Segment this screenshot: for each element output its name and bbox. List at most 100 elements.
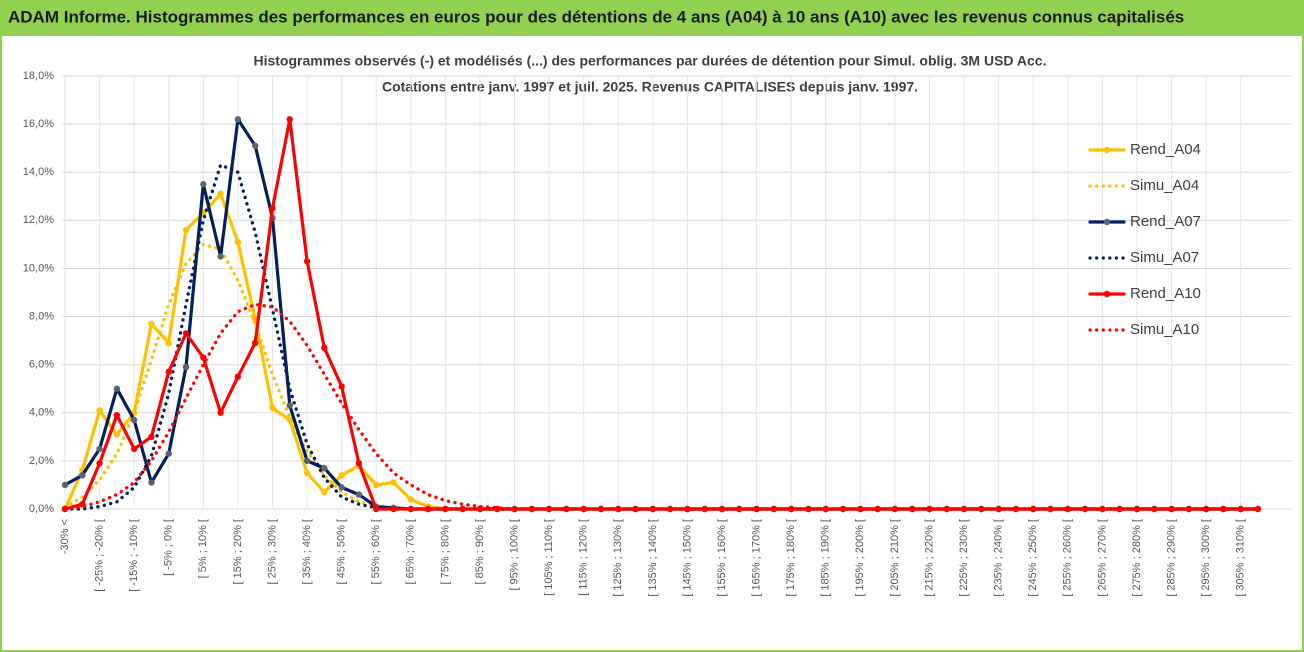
x-tick-label: [ 185% ; 190% [ (820, 519, 832, 597)
series-marker (96, 445, 103, 453)
series-marker (321, 464, 328, 472)
series-marker (390, 505, 397, 513)
x-tick-label: [ 25% ; 30% [ (266, 519, 278, 584)
series-marker (303, 457, 311, 465)
series-marker (580, 505, 587, 513)
x-tick-label: [ 235% ; 240% [ (993, 519, 1005, 597)
series-marker (130, 445, 138, 453)
x-tick-label: [ 15% ; 20% [ (232, 519, 244, 584)
series-marker (407, 496, 414, 503)
x-tick-label: [ 55% ; 60% [ (370, 519, 382, 584)
series-marker (303, 258, 311, 265)
legend-label: Simu_A04 (1130, 177, 1199, 194)
legend: Rend_A04 Simu_A04 Rend_A07 Simu_A07 Rend_A10… (1088, 141, 1201, 338)
series-marker (182, 226, 190, 234)
x-tick-label: [ 155% ; 160% [ (716, 519, 728, 597)
y-tick-label: 18,0% (23, 70, 54, 82)
x-tick-label: [ 275% ; 280% [ (1131, 519, 1143, 597)
series-marker (442, 505, 449, 513)
series-marker (182, 330, 190, 337)
series-marker (1254, 505, 1262, 513)
series-marker (269, 205, 276, 212)
series-marker (632, 505, 639, 513)
y-tick-label: 6,0% (29, 359, 54, 371)
series-marker (61, 481, 69, 489)
series-marker (286, 402, 293, 409)
chart-title: Histogrammes observés (-) et modélisés (… (253, 53, 1046, 69)
x-tick-label: [ 5% ; 10% [ (197, 519, 209, 578)
frame (0, 34, 1304, 652)
series-marker (1133, 505, 1141, 513)
series-marker (148, 433, 155, 441)
x-tick-label: [ 215% ; 220% [ (923, 519, 935, 597)
legend-label: Rend_A04 (1130, 141, 1201, 158)
series-marker (234, 373, 242, 380)
header-title: ADAM Informe. Histogrammes des performan… (8, 7, 1184, 26)
x-tick-label: [ 245% ; 250% [ (1027, 519, 1039, 597)
series-marker (857, 505, 864, 513)
series-marker (995, 505, 1002, 513)
series-marker (805, 505, 812, 513)
series-marker (338, 383, 345, 390)
series-marker (459, 505, 466, 513)
x-tick-label: -30% < (59, 519, 71, 554)
series-marker (355, 460, 363, 467)
x-tick-label: [ 175% ; 180% [ (785, 519, 797, 597)
x-tick-label: [ 95% ; 100% [ (508, 519, 520, 591)
series-marker (1168, 505, 1175, 513)
x-tick-label: [ 145% ; 150% [ (681, 519, 693, 597)
series-marker (217, 253, 224, 260)
series-line (63, 302, 1260, 511)
x-tick-label: [ 205% ; 210% [ (889, 519, 901, 597)
series-marker (165, 450, 172, 457)
series-marker (217, 409, 224, 416)
legend-marker (1103, 218, 1111, 226)
series-marker (113, 385, 121, 392)
series-marker (407, 505, 414, 513)
y-tick-label: 16,0% (23, 118, 54, 130)
legend-marker (1103, 146, 1111, 154)
grid: 0,0% 2,0% 4,0% 6,0% 8,0% 10,0% 12,0% 14,0% 16,0%… (23, 70, 1292, 597)
series-marker (390, 479, 397, 486)
x-tick-label: [ -15% ; -10% [ (128, 519, 140, 592)
x-tick-label: [ 295% ; 300% [ (1200, 519, 1212, 597)
series-marker (321, 488, 328, 496)
x-tick-label: [ 265% ; 270% [ (1096, 519, 1108, 597)
y-tick-label: 8,0% (29, 310, 54, 322)
x-tick-label: [ 165% ; 170% [ (751, 519, 763, 597)
series-marker (234, 116, 242, 123)
x-tick-label: [ -5% ; 0% [ (163, 519, 175, 576)
series-marker (130, 416, 138, 424)
series-marker (338, 484, 345, 491)
series-marker (770, 505, 778, 513)
series-marker (113, 411, 121, 419)
series-marker (355, 491, 363, 498)
x-tick-label: [ 85% ; 90% [ (474, 519, 486, 584)
series-marker (718, 505, 726, 513)
x-tick-label: [ 105% ; 110% [ (543, 519, 555, 596)
y-tick-label: 4,0% (29, 407, 54, 419)
series-marker (373, 481, 380, 489)
legend-marker (1103, 290, 1111, 298)
series-marker (234, 238, 242, 246)
y-tick-label: 0,0% (29, 503, 54, 515)
series-marker (148, 320, 155, 327)
series-line (63, 117, 1260, 511)
x-tick-label: [ 135% ; 140% [ (647, 519, 659, 597)
x-tick-label: [ 35% ; 40% [ (301, 519, 313, 584)
chart-subtitle: Cotations entre janv. 1997 et juil. 2025… (382, 79, 918, 95)
series-marker (303, 469, 311, 477)
x-tick-label: [ 255% ; 260% [ (1062, 519, 1074, 597)
series-marker (321, 344, 328, 352)
series-marker (79, 472, 86, 479)
series-marker (165, 339, 172, 347)
series-marker (251, 339, 259, 347)
header-bar (0, 0, 1304, 35)
series-marker (182, 363, 190, 371)
series-marker (909, 505, 916, 513)
x-tick-label: [ 285% ; 290% [ (1165, 519, 1177, 597)
series-marker (1220, 505, 1227, 513)
legend-label: Simu_A10 (1130, 321, 1199, 338)
series-marker (1081, 505, 1089, 513)
